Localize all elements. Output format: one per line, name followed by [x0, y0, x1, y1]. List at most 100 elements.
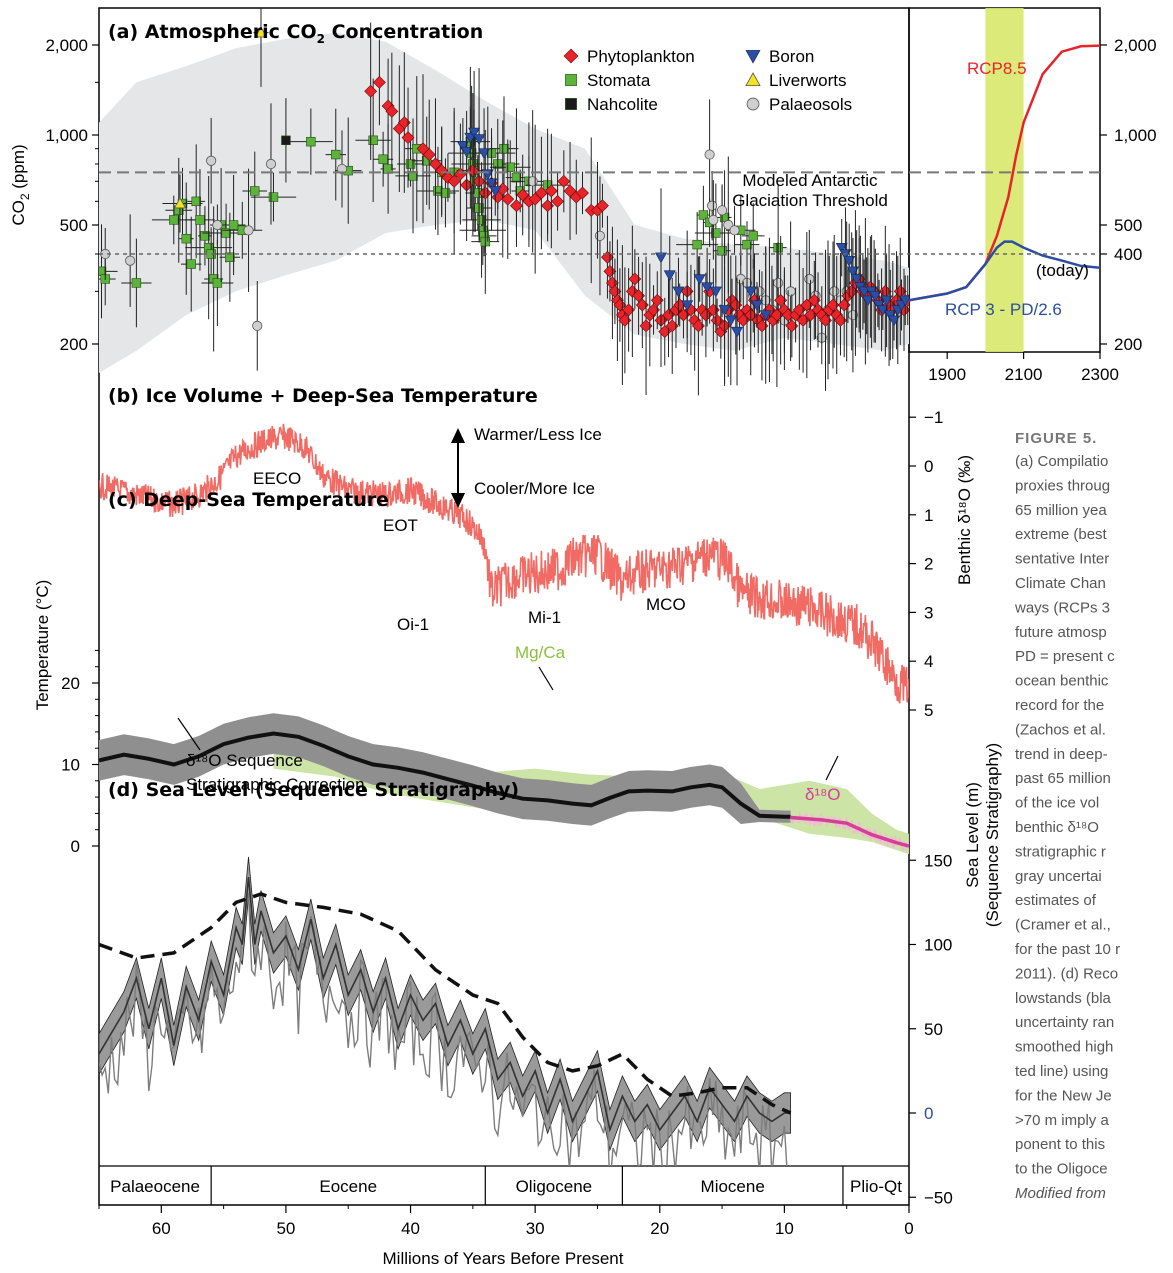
b-ytick-label: 2: [924, 555, 933, 574]
panel-d-ylabel-2: (Sequence Stratigraphy): [983, 743, 1002, 927]
data-point-palaeosols: [829, 286, 840, 297]
legend-marker-nahcolite: [565, 98, 577, 110]
panel-c-title: (c) Deep-Sea Temperature: [108, 489, 389, 511]
data-point-palaeosols: [594, 230, 606, 241]
data-point-stomata: [748, 231, 758, 241]
data-point-stomata: [200, 231, 210, 241]
data-point-phytoplankton: [429, 157, 442, 171]
data-point-phytoplankton: [551, 194, 565, 208]
co2-legend: Phytoplankton Boron Stomata Liverworts Nahco…: [563, 47, 852, 114]
data-point-stomata: [221, 228, 231, 238]
caption-line: >70 m imply a: [1015, 1112, 1109, 1129]
data-point-palaeosols: [265, 158, 277, 170]
c-ytick-label: 0: [71, 837, 80, 856]
sea-level-highstands: [99, 892, 792, 1115]
x-tick-label: 40: [401, 1219, 420, 1238]
panel-a-ylabel: CO2 (ppm): [9, 144, 32, 225]
d-ytick-label: 50: [924, 1020, 943, 1039]
fut-xtick-label: 1900: [928, 365, 966, 384]
a-ytick-label: 500: [60, 216, 88, 235]
data-point-stomata: [195, 215, 205, 225]
caption-line: of the ice vol: [1015, 795, 1099, 812]
main-frame: [98, 7, 910, 1206]
data-point-palaeosols: [243, 225, 254, 236]
data-point-stomata: [440, 188, 451, 198]
annot-eot: EOT: [383, 516, 418, 535]
legend-label-boron: Boron: [769, 47, 814, 66]
data-point-palaeosols: [252, 320, 263, 331]
data-point-boron: [884, 310, 897, 322]
caption-line: ponent to this: [1015, 1136, 1105, 1153]
axes-ticks: 60 50 40 30 20 10 02,0001,00050020020100−10123…: [45, 36, 1156, 1238]
data-point-stomata: [717, 246, 727, 256]
annot-oi1: Oi-1: [397, 615, 429, 634]
x-tick-label: 10: [775, 1219, 794, 1238]
data-point-boron: [489, 186, 502, 198]
panel-c-ylabel: Temperature (°C): [33, 580, 52, 711]
data-point-phytoplankton: [385, 104, 399, 118]
data-point-stomata: [191, 196, 201, 207]
legend-label-palaeosols: Palaeosols: [769, 95, 852, 114]
seq-pointer: [177, 717, 201, 751]
data-point-palaeosols: [717, 205, 728, 216]
epoch-label: Plio-Qt: [850, 1177, 902, 1196]
mgca-pointer: [538, 666, 554, 691]
threshold-label-1: Modeled Antarctic: [742, 171, 878, 190]
legend-marker-boron: [745, 50, 761, 64]
future-plot: [909, 8, 1100, 352]
data-point-phytoplankton: [516, 188, 530, 202]
data-point-boron: [485, 178, 498, 190]
data-point-palaeosols: [804, 273, 815, 285]
data-point-stomata: [212, 278, 223, 288]
caption-line: lowstands (bla: [1015, 990, 1112, 1007]
data-point-boron: [731, 326, 744, 338]
d18o-label: δ¹⁸O: [805, 785, 841, 804]
seq-uncertainty-band: [99, 713, 791, 826]
caption-line: uncertainty ran: [1015, 1014, 1114, 1031]
data-point-boron: [850, 274, 863, 286]
c-ytick-label: 10: [61, 756, 80, 775]
annot-eeco: EECO: [253, 469, 301, 488]
c-ytick-label: 20: [61, 674, 80, 693]
epoch-bar: Palaeocene Eocene Oligocene Miocene Plio-Qt: [110, 1166, 902, 1205]
panel-b-ylabel: Benthic δ¹⁸O (‰): [955, 455, 974, 585]
data-point-boron: [869, 291, 882, 302]
d-ytick-label: 150: [924, 851, 952, 870]
legend-marker-palaeosols: [746, 97, 760, 111]
data-point-stomata: [698, 210, 709, 220]
data-point-phytoplankton: [603, 264, 617, 278]
panel-c-plot: [99, 713, 909, 855]
data-point-boron: [899, 295, 909, 307]
data-point-boron: [835, 242, 848, 254]
data-point-boron: [718, 305, 731, 317]
caption-line: PD = present c: [1015, 648, 1115, 665]
data-point-stomata: [186, 259, 196, 269]
data-point-phytoplankton: [478, 186, 492, 200]
caption-line: ocean benthic: [1015, 673, 1109, 690]
data-point-phytoplankton: [596, 199, 609, 213]
data-point-palaeosols: [212, 219, 223, 231]
caption-line: sentative Inter: [1015, 551, 1109, 568]
data-point-boron: [672, 286, 685, 298]
data-point-boron: [846, 266, 859, 278]
caption-line: Modified from: [1015, 1185, 1106, 1202]
legend-label-liverworts: Liverworts: [769, 71, 846, 90]
data-point-boron: [759, 310, 772, 322]
data-point-stomata: [306, 136, 316, 147]
data-point-stomata: [268, 192, 279, 202]
d-ytick-label: −50: [924, 1188, 953, 1207]
data-point-boron: [681, 300, 694, 312]
data-point-boron: [843, 255, 856, 267]
data-point-palaeosols: [773, 277, 784, 289]
sea-level-band: [99, 856, 791, 1152]
data-point-boron: [709, 286, 722, 298]
d-ytick-label: 100: [924, 936, 952, 955]
x-tick-label: 30: [526, 1219, 545, 1238]
caption-line: stratigraphic r: [1015, 843, 1106, 860]
data-point-boron: [858, 286, 871, 298]
panel-d-plot: [99, 856, 792, 1166]
x-tick-label: 50: [276, 1219, 295, 1238]
fut-ytick-label: 1,000: [1114, 126, 1157, 145]
data-point-palaeosols: [754, 286, 765, 297]
data-point-stomata: [181, 233, 191, 244]
